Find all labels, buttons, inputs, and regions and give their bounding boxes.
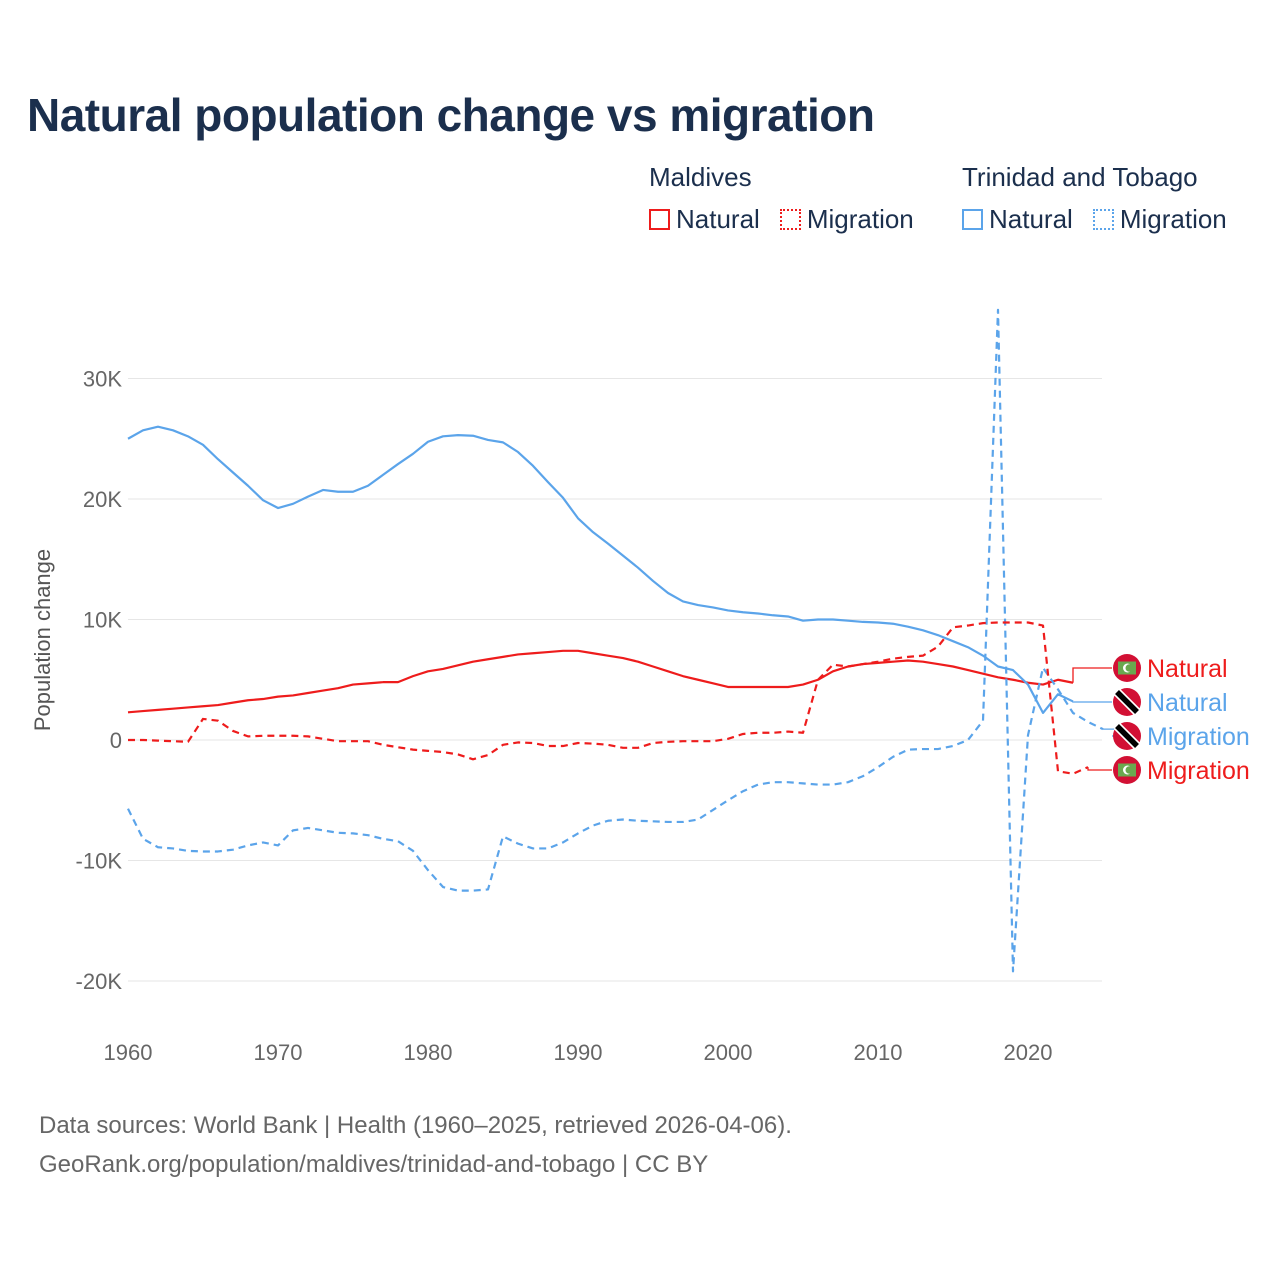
x-tick-label: 1960 (104, 1040, 153, 1065)
legend-group-maldives: Maldives Natural Migration (649, 162, 934, 235)
legend-label: Natural (676, 204, 760, 234)
crescent-cut (1125, 664, 1134, 672)
trinidad-flag-icon (1113, 722, 1141, 750)
y-tick-label: 30K (83, 367, 122, 392)
source-note: Data sources: World Bank | Health (1960–… (39, 1106, 792, 1184)
label-connector (1072, 667, 1112, 683)
x-tick-label: 1970 (254, 1040, 303, 1065)
label-connector (1072, 701, 1112, 703)
series-line-maldives-natural (127, 649, 1074, 714)
legend-swatch-dotted (779, 209, 801, 230)
legend-label: Migration (1119, 204, 1227, 234)
x-tick-label: 2020 (1004, 1040, 1053, 1065)
source-line-2[interactable]: GeoRank.org/population/maldives/trinidad… (39, 1151, 709, 1178)
legend-item-tt-natural[interactable]: Natural (962, 204, 1073, 235)
flag-black-stripe (1115, 724, 1139, 748)
trinidad-flag-icon (1113, 688, 1141, 716)
legend-swatch-solid (649, 209, 670, 230)
legend-label: Natural (989, 204, 1073, 234)
legend-item-maldives-migration[interactable]: Migration (779, 204, 914, 235)
source-line-1: Data sources: World Bank | Health (1960–… (39, 1112, 792, 1139)
legend-group-label: Trinidad and Tobago (962, 162, 1198, 192)
x-tick-label: 2010 (854, 1040, 903, 1065)
legend-item-tt-migration[interactable]: Migration (1092, 204, 1227, 235)
series-end-label: Natural (1147, 689, 1228, 717)
y-tick-label: -20K (76, 969, 123, 994)
legend-group-trinidad: Trinidad and Tobago Natural Migration (962, 162, 1247, 235)
chart-title: Natural population change vs migration (27, 89, 875, 141)
maldives-flag-icon (1113, 756, 1141, 784)
maldives-flag-icon (1113, 654, 1141, 682)
series-end-label: Migration (1147, 757, 1250, 785)
series-end-label: Migration (1147, 723, 1250, 751)
x-tick-label: 1990 (554, 1040, 603, 1065)
legend-swatch-solid (962, 209, 983, 230)
y-tick-label: 0 (110, 728, 122, 753)
legend-item-maldives-natural[interactable]: Natural (649, 204, 760, 235)
series-end-label: Natural (1147, 655, 1228, 683)
y-tick-label: 20K (83, 487, 122, 512)
flag-black-stripe (1115, 690, 1139, 714)
label-connector (1087, 767, 1112, 771)
series-line-trinidad-and-tobago-natural (127, 425, 1074, 714)
y-axis-label: Population change (30, 549, 55, 731)
y-tick-label: 10K (83, 608, 122, 633)
y-tick-label: -10K (76, 849, 123, 874)
series-line-trinidad-and-tobago-migration (127, 308, 1104, 973)
x-tick-label: 1980 (404, 1040, 453, 1065)
x-tick-label: 2000 (704, 1040, 753, 1065)
legend-label: Migration (806, 204, 914, 234)
legend-group-label: Maldives (649, 162, 752, 192)
legend-swatch-dotted (1092, 209, 1114, 230)
crescent-cut (1125, 766, 1134, 774)
